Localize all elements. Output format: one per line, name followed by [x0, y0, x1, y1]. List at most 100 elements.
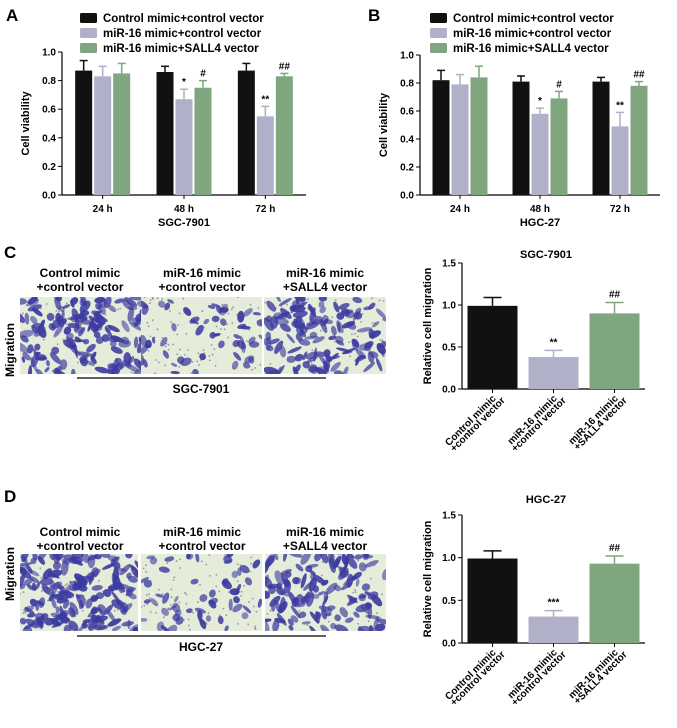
- stained-cell: [26, 344, 34, 354]
- membrane-pore: [152, 297, 154, 300]
- membrane-pore: [208, 359, 211, 362]
- stained-cell: [209, 589, 216, 598]
- membrane-pore: [56, 331, 58, 334]
- membrane-pore: [277, 614, 280, 616]
- stained-cell: [86, 343, 96, 353]
- membrane-pore: [47, 589, 50, 592]
- mic-d-1-line1: Control mimic: [40, 525, 121, 539]
- stained-cell: [312, 585, 320, 593]
- membrane-pore: [379, 339, 382, 342]
- stained-cell: [306, 354, 320, 364]
- membrane-pore: [215, 585, 218, 588]
- membrane-pore: [371, 322, 374, 324]
- membrane-pore: [218, 590, 221, 593]
- stained-cell: [231, 360, 239, 370]
- membrane-pore: [269, 363, 272, 365]
- y-tick-label: 1.0: [42, 48, 56, 59]
- membrane-pore: [339, 575, 341, 577]
- bar: [589, 563, 640, 643]
- stained-cell: [190, 578, 199, 585]
- stained-cell: [363, 362, 375, 373]
- membrane-pore: [185, 593, 188, 596]
- membrane-pore: [239, 344, 242, 347]
- stained-cell: [110, 346, 123, 354]
- stained-cell: [229, 588, 240, 596]
- stained-cell: [320, 624, 331, 631]
- membrane-pore: [354, 591, 357, 593]
- membrane-pore: [154, 372, 157, 374]
- stained-cell: [330, 361, 341, 372]
- membrane-pore: [185, 333, 188, 335]
- membrane-pore: [178, 601, 181, 603]
- bar: [550, 98, 568, 195]
- stained-cell: [70, 609, 77, 618]
- membrane-pore: [39, 567, 42, 570]
- stained-cell: [329, 355, 341, 360]
- membrane-pore: [149, 335, 152, 338]
- membrane-pore: [250, 556, 253, 559]
- x-tick-label: miR-16 mimic: [506, 393, 560, 447]
- stained-cell: [325, 612, 332, 617]
- membrane-pore: [251, 597, 254, 600]
- stained-cell: [217, 615, 224, 625]
- stained-cell: [32, 582, 37, 592]
- membrane-pore: [55, 309, 58, 312]
- mic-c-2-line1: miR-16 mimic: [163, 266, 241, 280]
- bar: [528, 616, 579, 643]
- legend-swatch-3: [80, 43, 97, 53]
- stained-cell: [91, 585, 103, 591]
- membrane-pore: [47, 599, 49, 602]
- chart-b-viability-hgc27: Control mimic+control vector miR-16 mimic…: [378, 13, 660, 229]
- significance-mark: **: [261, 94, 269, 105]
- stained-cell: [314, 611, 321, 624]
- stained-cell: [60, 559, 69, 576]
- membrane-pore: [320, 574, 323, 577]
- membrane-pore: [158, 588, 160, 591]
- membrane-pore: [176, 353, 179, 356]
- membrane-pore: [173, 576, 176, 579]
- stained-cell: [25, 618, 39, 629]
- membrane-pore: [43, 338, 45, 341]
- chart-title: SGC-7901: [520, 249, 572, 261]
- membrane-pore: [318, 618, 321, 620]
- membrane-pore: [209, 574, 211, 577]
- membrane-pore: [299, 331, 302, 334]
- membrane-pore: [117, 608, 119, 611]
- membrane-pore: [181, 362, 184, 365]
- stained-cell: [99, 554, 111, 558]
- micrograph-d-control: [20, 554, 138, 631]
- membrane-pore: [178, 312, 181, 315]
- stained-cell: [51, 346, 60, 355]
- stained-cell: [94, 366, 110, 374]
- membrane-pore: [55, 305, 58, 308]
- membrane-pore: [98, 580, 100, 582]
- membrane-pore: [370, 577, 372, 580]
- membrane-pore: [243, 571, 245, 574]
- stained-cell: [25, 563, 33, 574]
- membrane-pore: [249, 303, 252, 306]
- membrane-pore: [63, 598, 65, 601]
- membrane-pore: [76, 575, 78, 577]
- membrane-pore: [190, 372, 193, 374]
- legend-swatch-2: [430, 28, 447, 38]
- membrane-pore: [147, 346, 150, 349]
- stained-cell: [347, 322, 357, 330]
- micrographs-hgc27: Migration Control mimic +control vector …: [3, 525, 386, 654]
- stained-cell: [102, 589, 112, 597]
- stained-cell: [57, 315, 63, 324]
- stained-cell: [186, 608, 193, 614]
- stained-cell: [108, 336, 120, 343]
- stained-cell: [364, 340, 374, 349]
- membrane-pore: [57, 310, 60, 313]
- y-tick-label: 0.4: [400, 135, 414, 146]
- membrane-pore: [286, 303, 288, 306]
- membrane-pore: [267, 340, 270, 342]
- stained-cell: [87, 607, 101, 618]
- panel-label-b: B: [368, 6, 380, 25]
- membrane-pore: [147, 325, 150, 328]
- membrane-pore: [379, 368, 382, 371]
- membrane-pore: [202, 349, 205, 352]
- x-tick-label: +control vector: [449, 395, 508, 454]
- membrane-pore: [143, 582, 146, 585]
- membrane-pore: [310, 362, 313, 365]
